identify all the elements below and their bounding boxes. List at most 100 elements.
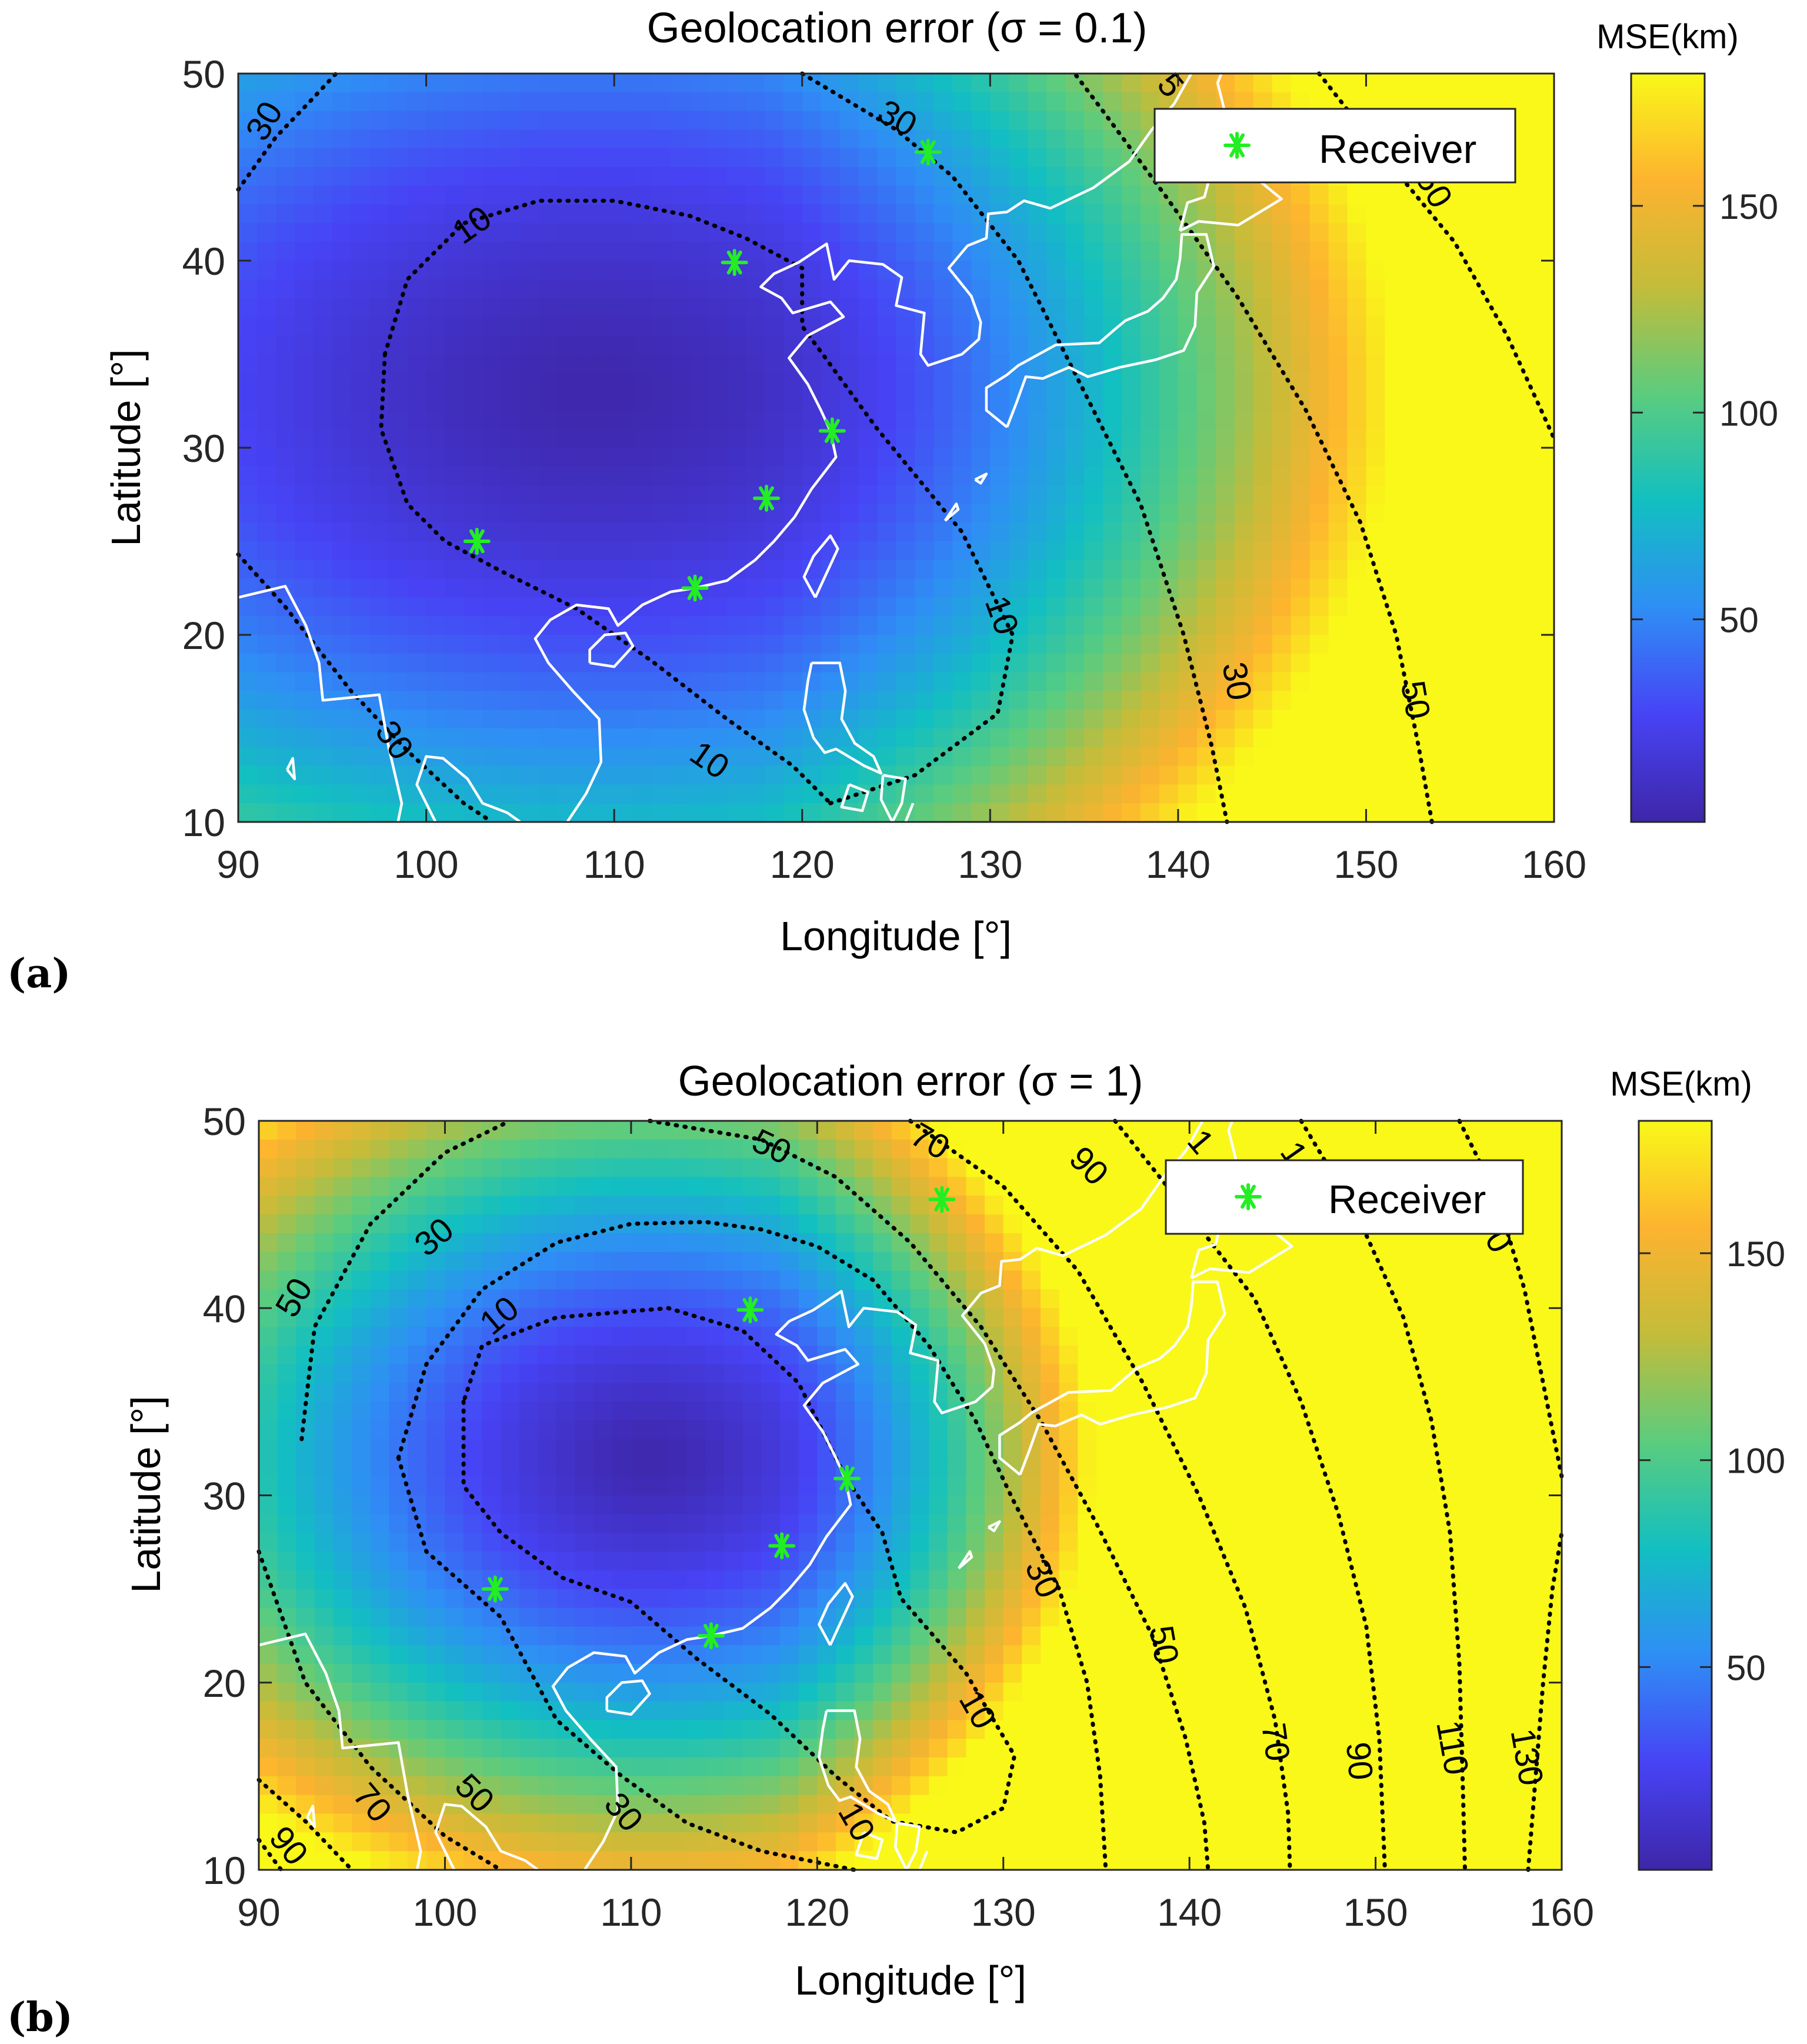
heatmap-cell xyxy=(1543,1607,1562,1627)
heatmap-cell xyxy=(426,185,446,205)
heatmap-cell xyxy=(576,691,596,710)
heatmap-cell xyxy=(314,1364,334,1384)
heatmap-cell xyxy=(388,298,408,318)
heatmap-cell xyxy=(612,1514,632,1533)
heatmap-cell xyxy=(947,1626,967,1646)
heatmap-cell xyxy=(726,429,746,448)
coastline-segment xyxy=(802,661,883,775)
heatmap-cell xyxy=(1301,1514,1321,1533)
heatmap-cell xyxy=(877,635,897,654)
heatmap-cell xyxy=(652,410,671,430)
heatmap-cell xyxy=(445,92,465,112)
heatmap-cell xyxy=(1121,691,1141,710)
heatmap-cell xyxy=(296,1514,315,1533)
heatmap-cell xyxy=(1234,691,1254,710)
heatmap-cell xyxy=(877,167,897,187)
heatmap-cell xyxy=(877,185,897,205)
heatmap-cell xyxy=(1178,522,1198,542)
heatmap-cell xyxy=(1516,317,1536,336)
heatmap-cell xyxy=(1431,1589,1451,1609)
heatmap-cell xyxy=(1226,1645,1246,1665)
heatmap-cell xyxy=(1282,1439,1302,1459)
heatmap-cell xyxy=(1152,1270,1172,1290)
heatmap-cell xyxy=(745,317,765,336)
heatmap-cell xyxy=(1385,466,1405,486)
heatmap-cell xyxy=(858,653,878,673)
heatmap-cell xyxy=(1394,1383,1413,1403)
heatmap-cell xyxy=(1319,1251,1339,1271)
heatmap-cell xyxy=(576,167,596,187)
heatmap-cell xyxy=(929,1533,948,1552)
heatmap-cell xyxy=(1159,653,1179,673)
heatmap-cell xyxy=(633,803,652,823)
heatmap-cell xyxy=(1226,1439,1246,1459)
heatmap-cell xyxy=(256,597,276,617)
heatmap-cell xyxy=(595,167,615,187)
heatmap-cell xyxy=(256,204,276,224)
heatmap-cell xyxy=(1159,560,1179,580)
heatmap-cell xyxy=(668,1270,688,1290)
heatmap-cell xyxy=(1366,372,1386,392)
heatmap-cell xyxy=(798,1533,818,1552)
heatmap-cell xyxy=(1253,261,1273,280)
heatmap-cell xyxy=(652,541,671,561)
heatmap-cell xyxy=(313,560,333,580)
heatmap-cell xyxy=(539,111,559,131)
heatmap-cell xyxy=(556,1270,576,1290)
heatmap-cell xyxy=(1159,616,1179,635)
heatmap-cell xyxy=(1291,466,1311,486)
heatmap-cell xyxy=(333,1476,353,1496)
heatmap-cell xyxy=(1009,466,1028,486)
heatmap-cell xyxy=(971,129,991,149)
heatmap-cell xyxy=(742,1551,762,1571)
heatmap-cell xyxy=(389,1177,408,1197)
heatmap-cell xyxy=(839,317,859,336)
heatmap-cell xyxy=(689,485,709,505)
heatmap-cell xyxy=(445,429,465,448)
heatmap-cell xyxy=(520,560,540,580)
heatmap-cell xyxy=(708,728,728,748)
heatmap-cell xyxy=(726,279,746,299)
heatmap-cell xyxy=(519,1533,539,1552)
heatmap-cell xyxy=(947,1439,967,1459)
heatmap-cell xyxy=(835,1327,855,1346)
heatmap-cell xyxy=(835,1270,855,1290)
heatmap-cell xyxy=(388,74,408,93)
heatmap-cell xyxy=(1272,765,1292,785)
heatmap-cell xyxy=(877,504,897,523)
heatmap-cell xyxy=(1245,1401,1265,1422)
heatmap-cell xyxy=(1479,635,1498,654)
heatmap-cell xyxy=(1301,1476,1321,1496)
heatmap-cell xyxy=(686,1607,706,1627)
heatmap-cell xyxy=(1078,1139,1097,1159)
heatmap-cell xyxy=(1121,410,1141,430)
heatmap-cell xyxy=(1328,504,1348,523)
heatmap-cell xyxy=(1441,653,1461,673)
heatmap-cell xyxy=(464,1607,483,1627)
heatmap-cell xyxy=(1403,653,1423,673)
heatmap-cell xyxy=(1140,448,1160,467)
heatmap-cell xyxy=(985,1383,1004,1403)
heatmap-cell xyxy=(1319,1233,1339,1253)
heatmap-cell xyxy=(1441,560,1461,580)
heatmap-cell xyxy=(520,485,540,505)
heatmap-cell xyxy=(1245,1289,1265,1309)
heatmap-cell xyxy=(1441,335,1461,355)
heatmap-cell xyxy=(633,728,652,748)
heatmap-cell xyxy=(369,672,389,692)
heatmap-cell xyxy=(896,784,916,804)
heatmap-cell xyxy=(259,1308,278,1327)
heatmap-cell xyxy=(891,1383,911,1403)
heatmap-cell xyxy=(519,1233,539,1253)
heatmap-cell xyxy=(1291,597,1311,617)
heatmap-cell xyxy=(971,597,991,617)
heatmap-cell xyxy=(1479,522,1498,542)
heatmap-cell xyxy=(1096,1476,1116,1496)
heatmap-cell xyxy=(539,279,559,299)
heatmap-cell xyxy=(802,279,822,299)
heatmap-cell xyxy=(910,1420,929,1440)
heatmap-cell xyxy=(333,1308,353,1327)
heatmap-cell xyxy=(332,578,352,598)
heatmap-cell xyxy=(539,317,559,336)
heatmap-cell xyxy=(708,522,728,542)
